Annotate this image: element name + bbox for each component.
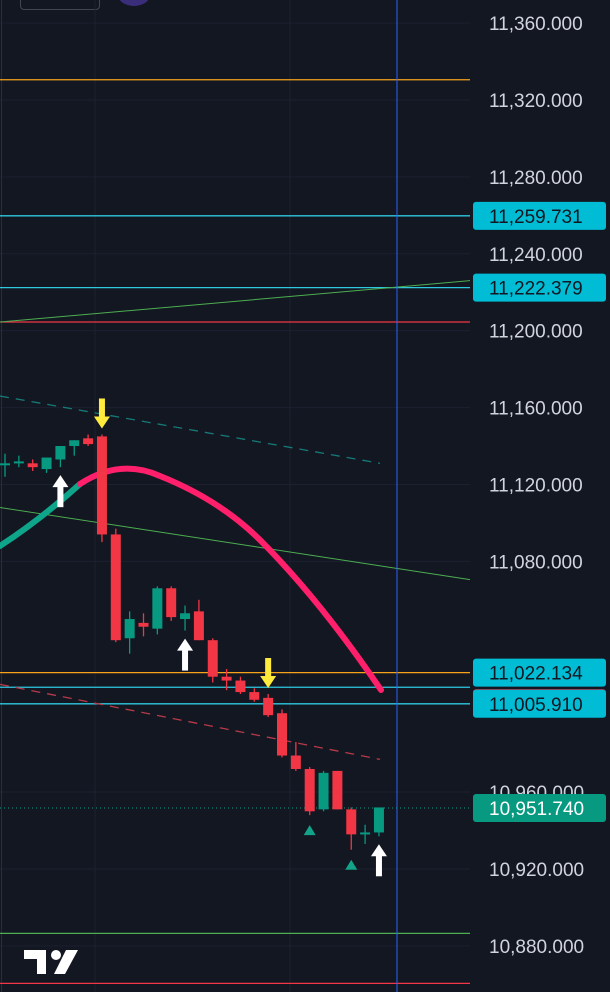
price-tag-bg <box>473 201 606 230</box>
candle-body <box>221 676 232 681</box>
y-tick-label: 11,080.000 <box>489 552 583 573</box>
candle-body <box>13 461 24 464</box>
candle-body <box>193 611 204 641</box>
down-arrow-icon <box>98 398 105 419</box>
candle-body <box>304 768 315 812</box>
trend-lines <box>0 0 471 992</box>
candle-body <box>318 772 329 810</box>
up-arrow-icon <box>57 485 64 508</box>
price-tag-label: 11,005.910 <box>489 695 583 716</box>
up-arrow-icon <box>375 854 382 877</box>
y-tick-label: 10,920.000 <box>489 860 584 881</box>
y-tick-label: 11,360.000 <box>489 14 583 35</box>
triangle-up-icon <box>345 859 358 870</box>
price-axis[interactable]: 11,360.000 11,320.000 11,280.000 11,240.000… <box>489 14 584 958</box>
candle-body <box>332 770 343 810</box>
candle-body <box>69 440 80 447</box>
toolbar-button[interactable] <box>20 0 100 10</box>
y-tick-label: 11,280.000 <box>489 168 583 189</box>
down-arrow-head-icon <box>93 416 110 429</box>
price-tag-label: 10,951.740 <box>489 799 584 820</box>
trend-line-lower <box>0 507 471 581</box>
y-tick-label: 10,880.000 <box>489 937 584 958</box>
candle-body <box>207 640 218 677</box>
candle-body <box>263 697 274 716</box>
tradingview-logo-icon[interactable] <box>22 946 84 978</box>
ma-curve-red <box>77 465 384 693</box>
candle-body <box>96 436 107 535</box>
up-arrow-head-icon <box>52 475 69 488</box>
price-tag-label: 11,259.731 <box>489 207 583 228</box>
down-arrow-head-icon <box>260 676 277 689</box>
ma-curve-green <box>0 481 83 549</box>
candle-body <box>27 463 38 468</box>
down-arrow-icon <box>265 658 272 679</box>
up-arrow-icon <box>182 648 189 671</box>
y-tick-label: 11,160.000 <box>489 399 583 420</box>
candle-body <box>41 457 52 470</box>
candle-body <box>0 463 10 466</box>
candles <box>0 434 384 850</box>
candle-body <box>346 809 357 835</box>
y-tick-label: 11,120.000 <box>489 475 583 496</box>
moving-average-curve <box>0 465 384 693</box>
price-tag-bg <box>473 689 606 718</box>
y-tick-label: 11,240.000 <box>489 245 583 266</box>
triangle-up-icon <box>303 825 316 836</box>
price-tag: 11,005.910 <box>473 689 606 718</box>
candle-body <box>166 588 177 618</box>
price-tag-label: 11,222.379 <box>489 279 583 300</box>
up-arrow-head-icon <box>177 638 194 651</box>
candle-body <box>110 534 121 641</box>
candle-body <box>138 622 149 627</box>
candle-body <box>55 446 66 460</box>
y-tick-label: 11,320.000 <box>489 91 583 112</box>
candle-body <box>373 807 384 833</box>
trend-line-upper <box>0 280 471 323</box>
candle-body <box>290 755 301 769</box>
price-tag-bg <box>473 658 606 687</box>
y-tick-label: 11,200.000 <box>489 322 583 343</box>
up-arrow-head-icon <box>370 844 387 857</box>
chart-grid <box>0 0 470 992</box>
toolbar-avatar[interactable] <box>118 0 150 6</box>
price-tag: 11,259.731 <box>473 201 606 230</box>
candle-body <box>180 613 191 620</box>
candle-body <box>249 692 260 700</box>
price-tag: 11,222.379 <box>473 273 606 302</box>
candle-body <box>235 680 246 693</box>
horizontal-levels <box>0 79 470 984</box>
price-tags: 11,259.73111,222.37911,022.13411,006.202… <box>473 201 606 822</box>
dashed-channel-lower <box>0 683 381 761</box>
price-tag: 10,951.740 <box>473 793 606 822</box>
price-tag-label: 11,022.134 <box>489 664 583 685</box>
candle-body <box>277 713 287 756</box>
candle-body <box>152 588 163 629</box>
candle-body <box>124 619 135 639</box>
candle-body <box>360 832 371 835</box>
signal-markers <box>52 398 387 877</box>
price-tag-bg <box>473 793 606 822</box>
dashed-channel-upper <box>0 395 381 464</box>
candle-body <box>83 438 94 445</box>
price-tag-bg <box>473 273 606 302</box>
price-tag: 11,022.134 <box>473 658 606 687</box>
